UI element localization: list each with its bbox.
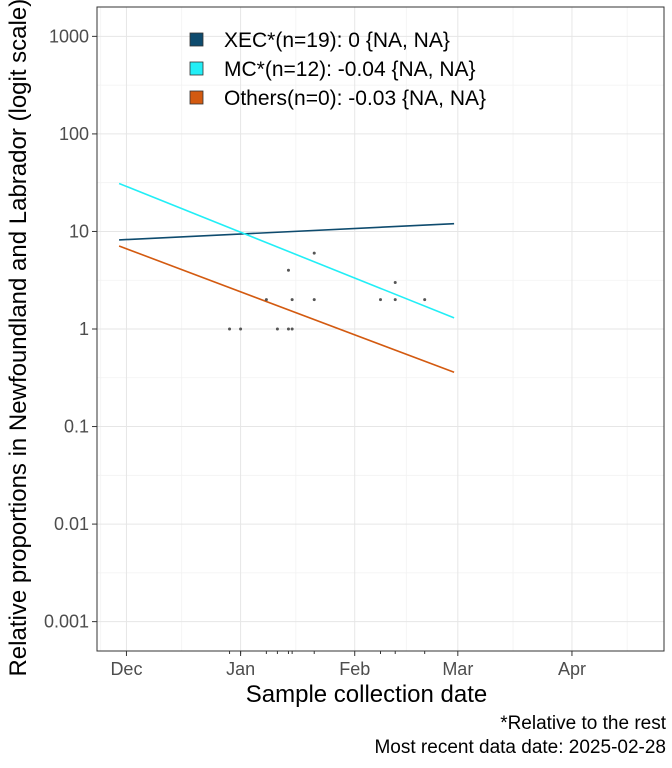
data-point [423,298,427,302]
legend-label-1: MC*(n=12): -0.04 {NA, NA} [224,58,476,81]
x-axis-ticks: Dec Jan Feb Mar Apr [110,651,586,679]
data-point [239,327,243,331]
tick-label-x: Jan [226,659,255,679]
data-point [286,327,290,331]
tick-label-y: 1000 [49,26,89,46]
data-point [275,327,279,331]
data-point [286,268,290,272]
y-axis-ticks: 0.001 0.01 0.1 1 10 100 1000 [44,26,97,632]
data-point [264,298,268,302]
tick-label-x: Apr [558,659,586,679]
legend-label-0: XEC*(n=19): 0 {NA, NA} [224,29,450,52]
series-line-2 [118,245,455,374]
series-line-0 [119,222,455,241]
legend-key-1 [189,61,204,76]
tick-label-x: Mar [442,659,473,679]
legend-key-2 [189,90,204,105]
tick-label-x: Feb [339,659,370,679]
x-axis-title: Sample collection date [246,681,487,708]
tick-label-y: 0.1 [64,417,89,437]
data-points [228,251,427,654]
caption-relative-note: *Relative to the rest [500,713,666,734]
data-point [290,327,294,331]
data-point [379,298,382,302]
tick-label-y: 0.001 [44,612,89,632]
data-point [393,298,397,302]
tick-label-y: 1 [79,319,89,339]
data-point [290,298,294,302]
legend-label-2: Others(n=0): -0.03 {NA, NA} [224,87,486,110]
tick-label-y: 100 [59,124,89,144]
series-lines [118,182,455,374]
tick-label-y: 0.01 [54,514,89,534]
legend-key-0 [189,32,204,47]
legend: XEC*(n=19): 0 {NA, NA} MC*(n=12): -0.04 {… [189,29,486,110]
data-point [393,280,397,284]
data-point [312,251,316,255]
tick-label-y: 10 [69,221,89,241]
y-axis-title: Relative proportions in Newfoundland and… [5,0,32,677]
caption-recent-data-date: Most recent data date: 2025-02-28 [374,737,666,758]
tick-label-x: Dec [110,659,142,679]
data-point [228,327,232,331]
series-line-1 [118,182,455,319]
data-point [312,298,316,302]
